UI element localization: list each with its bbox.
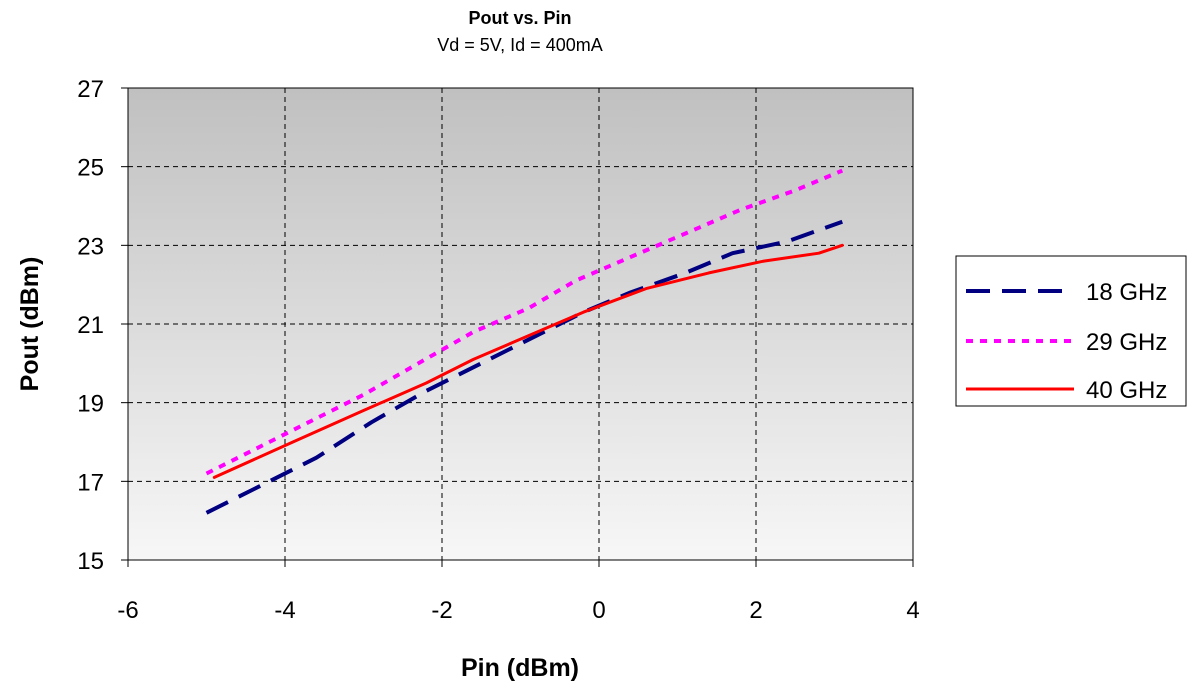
y-tick-label: 17 [77,469,104,496]
legend-label-29-ghz: 29 GHz [1086,329,1167,356]
legend: 18 GHz 29 GHz 40 GHz [955,255,1187,407]
axes [121,87,914,567]
x-tick-labels: -6 -4 -2 0 2 4 [117,597,919,624]
chart-subtitle: Vd = 5V, Id = 400mA [437,35,602,55]
y-tick-label: 27 [77,76,104,103]
y-axis-label: Pout (dBm) [16,257,44,392]
legend-label-40-ghz: 40 GHz [1086,377,1167,404]
x-tick-label: 4 [906,597,919,624]
y-tick-labels: 15 17 19 21 23 25 27 [77,76,104,575]
x-tick-label: 0 [592,597,605,624]
series-lines [205,168,844,515]
x-tick-label: 2 [749,597,762,624]
grid-lines [128,88,913,560]
x-tick-label: -6 [117,597,138,624]
y-tick-label: 21 [77,312,104,339]
y-tick-label: 15 [77,548,104,575]
y-tick-label: 23 [77,233,104,260]
y-tick-label: 19 [77,391,104,418]
series-line-29-ghz [205,168,844,476]
legend-label-18-ghz: 18 GHz [1086,279,1167,306]
legend-entries: 18 GHz 29 GHz 40 GHz [966,279,1167,404]
legend-box [955,255,1187,407]
series-line-40-ghz [212,243,844,479]
x-tick-label: -2 [431,597,452,624]
y-tick-label: 25 [77,155,104,182]
x-axis-label: Pin (dBm) [461,654,579,682]
series-line-18-ghz [205,219,843,515]
chart-title: Pout vs. Pin [468,8,571,28]
x-tick-label: -4 [274,597,295,624]
